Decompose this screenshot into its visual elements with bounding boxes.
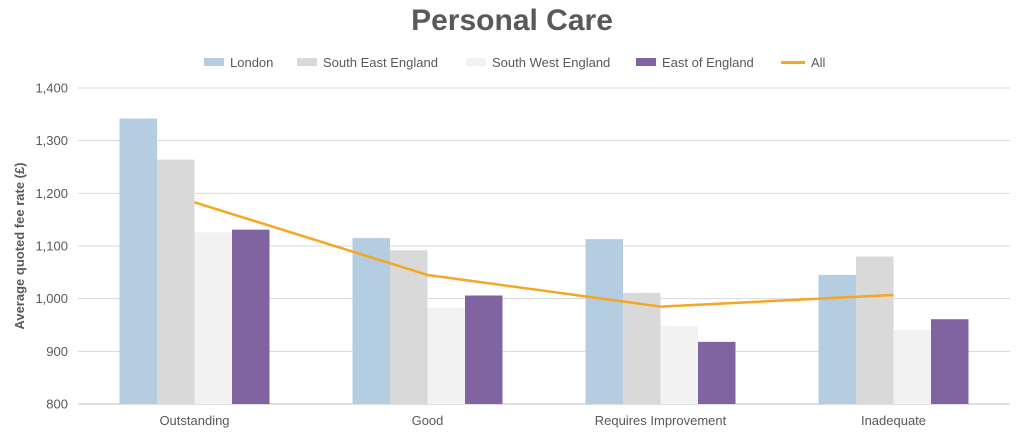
y-tick-label: 800 bbox=[46, 397, 68, 412]
legend-swatch bbox=[781, 60, 805, 64]
y-tick-label: 1,200 bbox=[35, 186, 68, 201]
legend: London South East England South West Engla… bbox=[0, 52, 1024, 72]
bar-london-inadequate bbox=[818, 274, 856, 404]
bar-east-of-england-inadequate bbox=[931, 319, 969, 404]
bar-london-outstanding bbox=[119, 118, 157, 405]
x-tick-label: Outstanding bbox=[159, 413, 229, 428]
legend-swatch bbox=[466, 58, 486, 66]
line-all bbox=[194, 201, 894, 308]
bar-south-east-england-outstanding bbox=[157, 159, 195, 404]
legend-swatch bbox=[636, 58, 656, 66]
y-tick-label: 1,100 bbox=[35, 239, 68, 254]
bar-south-east-england-requires-improvement bbox=[623, 292, 661, 404]
y-tick-label: 1,300 bbox=[35, 133, 68, 148]
legend-item-london: London bbox=[204, 52, 273, 72]
x-tick-label: Inadequate bbox=[861, 413, 926, 428]
y-tick-label: 900 bbox=[46, 344, 68, 359]
bar-east-of-england-good bbox=[465, 295, 503, 404]
x-tick-label: Good bbox=[412, 413, 444, 428]
legend-swatch bbox=[204, 58, 224, 66]
legend-item-all: All bbox=[781, 52, 825, 72]
legend-label: South East England bbox=[323, 54, 438, 70]
bar-london-requires-improvement bbox=[585, 239, 623, 404]
legend-swatch bbox=[297, 58, 317, 66]
legend-item-south-west-england: South West England bbox=[466, 52, 610, 72]
x-tick-label: Requires Improvement bbox=[595, 413, 727, 428]
bar-south-west-england-requires-improvement bbox=[660, 326, 698, 404]
bar-east-of-england-requires-improvement bbox=[698, 341, 736, 404]
y-tick-label: 1,400 bbox=[35, 81, 68, 96]
legend-item-south-east-england: South East England bbox=[297, 52, 438, 72]
bar-south-west-england-inadequate bbox=[893, 329, 931, 404]
legend-item-east-of-england: East of England bbox=[636, 52, 754, 72]
legend-label: London bbox=[230, 54, 274, 70]
y-axis-title: Average quoted fee rate (£) bbox=[12, 162, 27, 329]
legend-label: East of England bbox=[662, 54, 754, 70]
legend-label: All bbox=[811, 54, 826, 70]
bar-south-east-england-good bbox=[390, 250, 428, 404]
bar-east-of-england-outstanding bbox=[232, 229, 270, 404]
bar-south-east-england-inadequate bbox=[856, 256, 894, 404]
chart-title: Personal Care bbox=[411, 4, 613, 37]
legend-label: South West England bbox=[492, 54, 611, 70]
y-tick-label: 1,000 bbox=[35, 291, 68, 306]
bar-london-good bbox=[352, 238, 390, 404]
bar-south-west-england-good bbox=[427, 307, 465, 404]
bar-south-west-england-outstanding bbox=[194, 232, 232, 404]
